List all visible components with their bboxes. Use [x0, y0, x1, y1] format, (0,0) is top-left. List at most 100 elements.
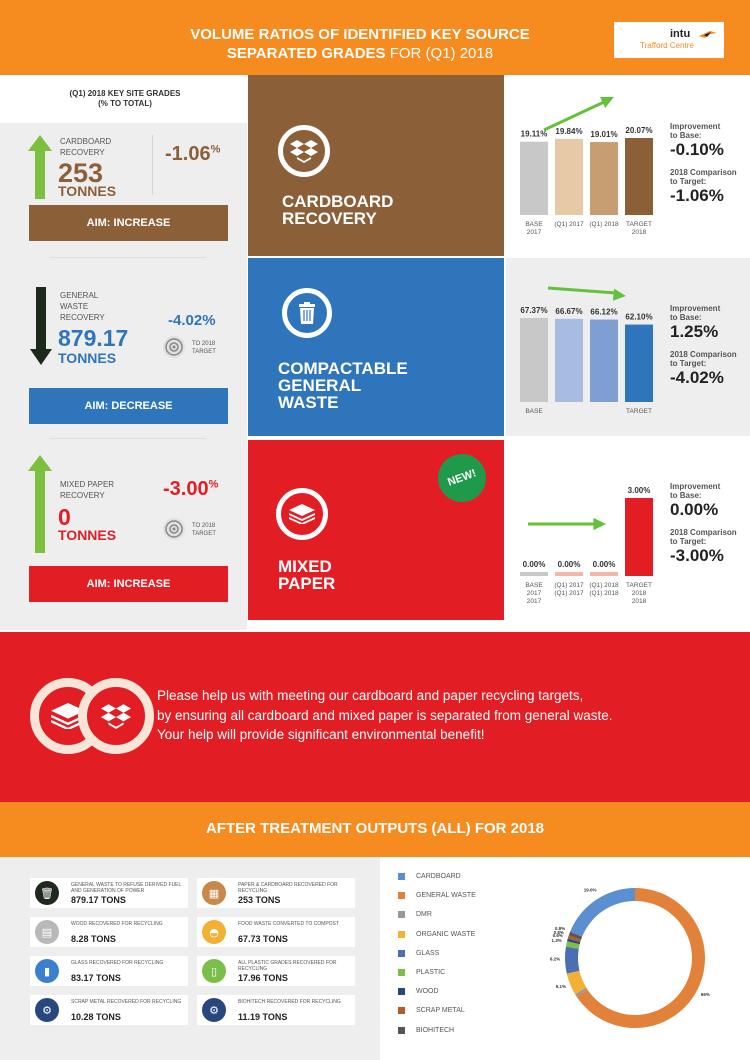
legend-label: WOOD [416, 988, 439, 996]
bin-icon: 🗑 [35, 881, 59, 905]
output-label: SCRAP METAL RECOVERED FOR RECYCLING [71, 999, 182, 1005]
grade2-aim: AIM: DECREASE [29, 388, 228, 424]
chart-bar [590, 142, 618, 215]
legend-swatch [398, 911, 405, 919]
x-tick-label: (Q1) 2018 [589, 590, 619, 597]
logo-sub: Trafford Centre [640, 41, 694, 50]
chart-bar [520, 318, 548, 402]
x-tick-label: (Q1) 2018 [589, 221, 619, 228]
grade1-amount: 253 [58, 158, 104, 188]
output-value: 83.17 TONS [71, 973, 121, 983]
donut-slice-label: 6.2% [550, 957, 560, 962]
donut-slice-label: 0.8% [555, 926, 565, 931]
x-tick-label: 2017 [527, 598, 542, 605]
legend-label: ORGANIC WASTE [416, 930, 476, 938]
arrow-up-icon [28, 135, 52, 199]
x-tick-label: 2018 [632, 590, 647, 597]
donut-slice-label: 19.0% [584, 888, 597, 893]
legend-swatch [398, 873, 405, 880]
donut-slice [575, 987, 588, 997]
cardboard-chart: 19.11% BASE 2017 19.84% (Q1) 2017 19.01% (Q1) … [506, 75, 750, 256]
bottle-icon: ▮ [35, 959, 59, 983]
general-waste-title: COMPACTABLE GENERAL WASTE [278, 359, 408, 412]
chart-bar [555, 138, 583, 215]
output-value: 879.17 TONS [71, 895, 126, 905]
donut-slice-label: 1.3% [552, 938, 562, 943]
output-card: ⚙ BIOHITECH RECOVERED FOR RECYCLING 11.19 … [197, 995, 355, 1025]
output-card: ▦ PAPER & CARDBOARD RECOVERED FOR RECYCLI… [197, 878, 355, 908]
donut-slice-label: 0.6% [553, 933, 563, 938]
output-card: ▯ ALL PLASTIC GRADES RECOVERED FOR RECYCL… [197, 956, 355, 986]
x-tick-label: (Q1) 2017 [554, 221, 584, 228]
arrow-down-icon [30, 287, 52, 365]
mixed-paper-title: MIXED PAPER [278, 557, 336, 593]
grade1-label: CARDBOARD RECOVERY [60, 137, 112, 157]
plastic-icon: ▯ [202, 959, 226, 983]
x-tick-label: BASE [525, 582, 543, 589]
bar-value-label: 19.84% [555, 127, 582, 136]
output-label: FOOD WASTE CONVERTED TO COMPOST [238, 921, 339, 927]
header-title-wrap: VOLUME RATIOS OF IDENTIFIED KEY SOURCE S… [0, 0, 750, 75]
mixed-paper-side-stats: Improvement to Base: 0.00% 2018 Compariso… [670, 482, 737, 565]
target-icon [163, 336, 185, 358]
after-treatment-title: AFTER TREATMENT OUTPUTS (ALL) FOR 2018 [205, 820, 545, 837]
food-icon: ◓ [202, 920, 226, 944]
trend-arrow [543, 100, 605, 132]
legend-swatch [398, 988, 405, 996]
trend-arrow [547, 286, 617, 295]
output-card: ▤ WOOD RECOVERED FOR RECYCLING 8.28 TONS [30, 917, 188, 947]
x-tick-label: 2017 [527, 590, 542, 597]
donut-slice [566, 970, 587, 995]
legend-label: BIOHITECH [416, 1026, 455, 1034]
legend-swatch [398, 969, 405, 976]
target-icon [163, 518, 185, 540]
output-value: 11.19 TONS [238, 1012, 288, 1022]
grade2-label: GENERAL WASTE RECOVERY [60, 291, 105, 322]
new-badge: NEW! [431, 447, 493, 509]
arrow-up-icon [28, 455, 52, 553]
legend-swatch [398, 1007, 405, 1015]
title-line-1: VOLUME RATIOS OF IDENTIFIED KEY SOURCE [190, 26, 530, 43]
x-tick-label: 2017 [527, 229, 542, 236]
output-label: BIOHITECH RECOVERED FOR RECYCLING [238, 999, 341, 1005]
donut-slice-label: 0.8% [554, 930, 564, 935]
grade3-amount: 0 [58, 504, 71, 530]
title-line-2-light: FOR (Q1) 2018 [389, 45, 494, 62]
x-tick-label: (Q1) 2018 [589, 582, 619, 589]
x-tick-label: TARGET [626, 582, 652, 589]
legend-label: SCRAP METAL [416, 1007, 465, 1015]
output-label: PAPER & CARDBOARD RECOVERED FOR RECYCLIN… [238, 882, 338, 894]
grade2-unit: TONNES [58, 350, 117, 366]
divider [152, 135, 153, 195]
x-tick-label: (Q1) 2017 [554, 590, 584, 597]
legend-swatch [398, 892, 405, 900]
donut-slice-label: 66% [701, 992, 710, 997]
bar-value-label: 3.00% [628, 486, 651, 495]
general-waste-side-stats: Improvement to Base: 1.25% 2018 Compariso… [670, 304, 737, 387]
paper-stack-icon [276, 488, 328, 540]
chart-bar [590, 572, 618, 576]
donut-slice-label: 5.1% [556, 984, 566, 989]
chart-bar [555, 318, 583, 402]
grade1-aim: AIM: INCREASE [29, 205, 228, 241]
bar-value-label: 19.01% [590, 130, 617, 139]
cardboard-panel: CARDBOARD RECOVERY [248, 75, 504, 256]
general-waste-chart: 67.37% BASE 66.67% 66.12% 62.10% TARGET Impro… [506, 258, 750, 436]
legend-swatch [398, 1026, 405, 1034]
legend-label: GLASS [416, 949, 440, 957]
donut-slice [567, 935, 582, 943]
recycling-message: Please help us with meeting our cardboar… [157, 688, 613, 742]
output-value: 10.28 TONS [71, 1012, 121, 1022]
general-waste-panel: COMPACTABLE GENERAL WASTE [248, 258, 504, 436]
box-icon [278, 125, 330, 177]
gear-icon: ⚙ [202, 998, 226, 1022]
donut-slice [570, 888, 635, 937]
left-header: (Q1) 2018 KEY SITE GRADES (% TO TOTAL) [0, 75, 247, 123]
output-label: GENERAL WASTE TO REFUSE DERIVED FUEL AND… [71, 882, 182, 894]
title-line-2-bold: SEPARATED GRADES [226, 45, 386, 62]
legend-swatch [398, 930, 405, 938]
legend-swatch [398, 949, 405, 957]
x-tick-label: BASE [525, 408, 543, 415]
general-waste-bar-chart: 67.37% BASE 66.67% 66.12% 62.10% TARGET [520, 286, 653, 415]
bar-value-label: 0.00% [593, 560, 616, 569]
